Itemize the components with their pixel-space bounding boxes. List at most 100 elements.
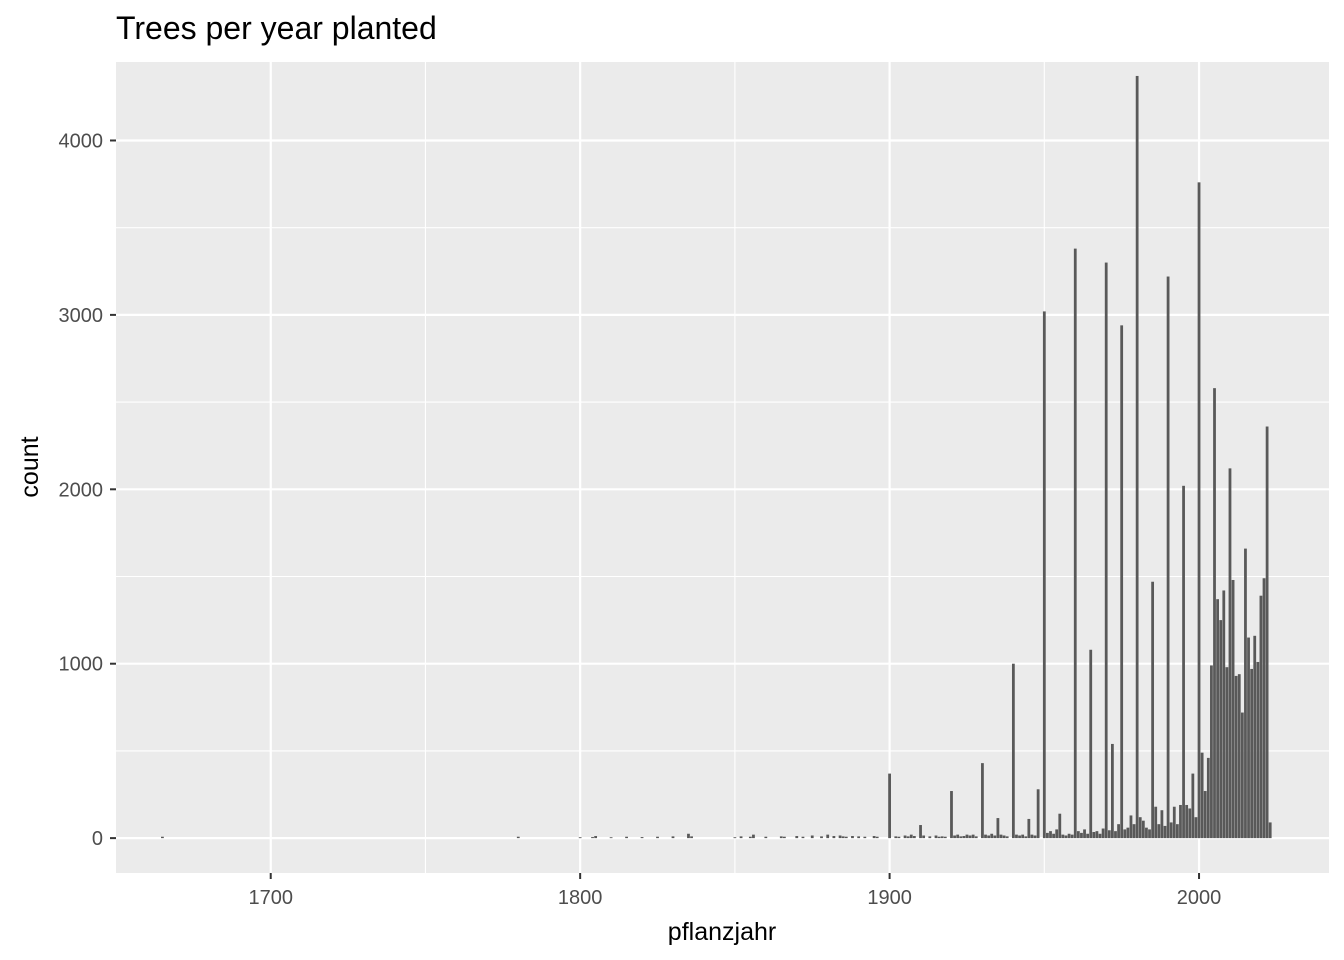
bar bbox=[959, 836, 963, 839]
bar bbox=[1228, 468, 1232, 839]
bar bbox=[996, 818, 1000, 839]
bar bbox=[857, 836, 861, 839]
x-tick-label: 1700 bbox=[248, 887, 293, 909]
bar bbox=[640, 837, 644, 839]
bar bbox=[875, 836, 879, 839]
bar bbox=[1237, 674, 1241, 839]
bar bbox=[1005, 836, 1009, 839]
bar bbox=[1256, 661, 1260, 839]
bar bbox=[1145, 827, 1148, 839]
bar bbox=[1092, 832, 1096, 839]
bar bbox=[943, 836, 947, 839]
bar bbox=[1259, 595, 1263, 839]
bar bbox=[1210, 665, 1213, 839]
bar bbox=[903, 835, 907, 839]
bar bbox=[838, 835, 842, 839]
y-tick-label: 2000 bbox=[59, 479, 104, 501]
bar bbox=[937, 836, 941, 839]
bar bbox=[1018, 835, 1021, 839]
bar bbox=[1098, 833, 1102, 839]
bar bbox=[1104, 262, 1108, 839]
bar bbox=[1222, 590, 1226, 839]
bar bbox=[1073, 248, 1077, 839]
bar bbox=[968, 835, 972, 839]
bar bbox=[1114, 831, 1117, 839]
bar bbox=[1175, 824, 1179, 839]
bar bbox=[999, 834, 1003, 839]
bar bbox=[1049, 831, 1052, 839]
bar bbox=[912, 836, 916, 839]
bar bbox=[1172, 806, 1176, 839]
bar bbox=[1253, 635, 1257, 839]
bar bbox=[1015, 834, 1018, 839]
bar bbox=[888, 773, 891, 839]
bar bbox=[1120, 325, 1124, 839]
bar bbox=[1213, 388, 1216, 839]
bar bbox=[1169, 822, 1173, 839]
bar bbox=[1080, 832, 1083, 839]
bar bbox=[1101, 828, 1105, 839]
bar bbox=[987, 835, 991, 839]
bar bbox=[1244, 548, 1247, 839]
bar bbox=[832, 836, 836, 839]
bar bbox=[687, 833, 690, 839]
bar bbox=[1265, 426, 1269, 839]
bar bbox=[971, 834, 975, 839]
bar bbox=[1250, 668, 1254, 839]
bar bbox=[1123, 829, 1127, 839]
bar bbox=[851, 836, 854, 839]
bar bbox=[928, 836, 932, 839]
bar bbox=[1240, 712, 1244, 839]
bar bbox=[1076, 831, 1080, 839]
bar bbox=[1042, 311, 1046, 839]
bar bbox=[906, 836, 910, 839]
bar bbox=[591, 837, 594, 839]
bar bbox=[1036, 789, 1040, 839]
bar bbox=[1194, 817, 1198, 839]
bar bbox=[1188, 808, 1192, 839]
bar bbox=[733, 837, 737, 839]
bar bbox=[1052, 833, 1055, 839]
bar bbox=[1163, 825, 1167, 839]
bar bbox=[950, 791, 953, 839]
bar bbox=[974, 836, 978, 839]
bar bbox=[1129, 815, 1133, 839]
bar bbox=[1064, 835, 1068, 839]
bar bbox=[1027, 818, 1031, 839]
bar bbox=[993, 835, 997, 839]
bar bbox=[909, 834, 913, 839]
y-axis-title: count bbox=[16, 436, 44, 497]
bar bbox=[919, 825, 922, 839]
bar bbox=[1160, 810, 1164, 839]
bar bbox=[739, 836, 743, 839]
chart-title: Trees per year planted bbox=[116, 10, 437, 46]
bar bbox=[922, 835, 926, 839]
bar bbox=[1095, 831, 1099, 839]
bar bbox=[1197, 182, 1201, 839]
bar bbox=[1135, 75, 1139, 839]
bar bbox=[1234, 675, 1238, 839]
bar bbox=[1089, 649, 1093, 839]
bar bbox=[965, 834, 969, 839]
bar bbox=[1185, 804, 1189, 839]
bar bbox=[1225, 667, 1229, 839]
bar bbox=[690, 836, 693, 839]
bar bbox=[940, 836, 944, 839]
bar bbox=[578, 837, 582, 839]
bar bbox=[1138, 817, 1142, 839]
bar bbox=[810, 835, 814, 839]
bar bbox=[1247, 637, 1250, 839]
bar bbox=[990, 833, 994, 839]
bar bbox=[1021, 834, 1025, 839]
bar bbox=[656, 836, 659, 839]
bar bbox=[1058, 813, 1062, 839]
bar bbox=[1107, 830, 1111, 839]
bar bbox=[1070, 834, 1074, 839]
x-tick-label: 2000 bbox=[1177, 887, 1222, 909]
bar bbox=[752, 834, 755, 839]
y-tick-label: 0 bbox=[92, 828, 103, 850]
y-tick-label: 3000 bbox=[59, 305, 104, 327]
bar bbox=[1148, 829, 1151, 839]
bar bbox=[1166, 276, 1170, 839]
